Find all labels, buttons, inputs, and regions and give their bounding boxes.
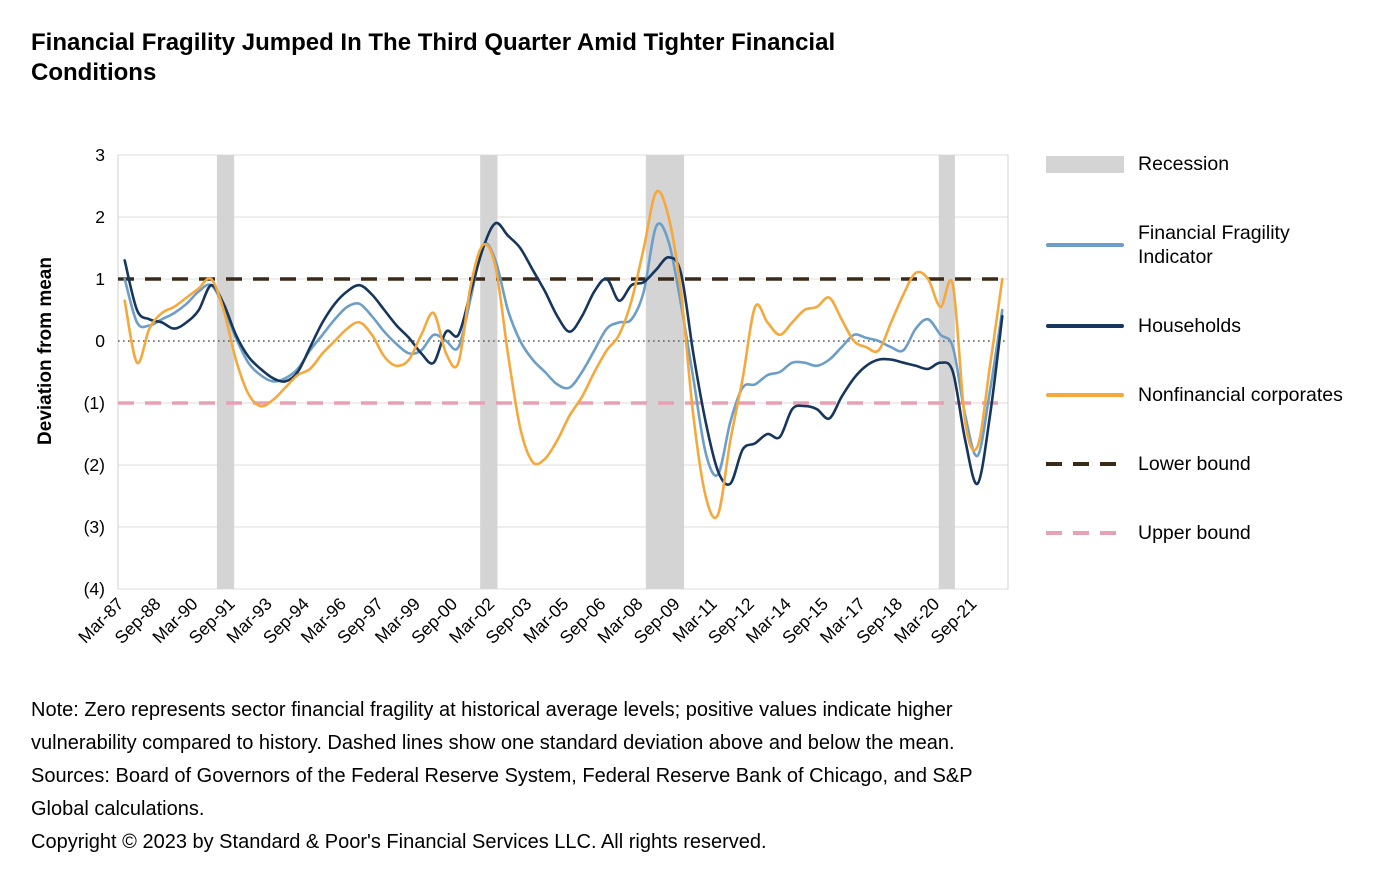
legend-label: Upper bound: [1138, 522, 1251, 544]
chart-title-line1: Financial Fragility Jumped In The Third …: [31, 29, 836, 57]
x-axis-labels: Mar-87Sep-88Mar-90Sep-91Mar-93Sep-94Mar-…: [74, 594, 980, 648]
nonfinancial-corporates-swatch: [1046, 393, 1124, 397]
legend-label: Households: [1138, 315, 1241, 337]
gridlines: [117, 154, 1009, 590]
y-tick-label: (2): [84, 455, 105, 475]
series-line-financial-fragility-indicator: [123, 222, 1004, 477]
recession-band: [938, 155, 955, 589]
legend-item-lower-bound: Lower bound: [1046, 452, 1366, 476]
fragility-line-chart: 3 2 1 0 (1) (2) (3) (4)Mar-87Sep-88Mar-90Sep-91…: [74, 145, 1009, 648]
upper-bound-swatch: [1046, 531, 1124, 535]
note-line: Sources: Board of Governors of the Feder…: [31, 765, 973, 787]
lower-bound-swatch: [1046, 462, 1124, 466]
chart-title: Financial Fragility Jumped In The Third …: [31, 28, 835, 88]
chart-legend: Recession Financial Fragility Indicator Ho…: [1046, 152, 1366, 545]
legend-item-recession: Recession: [1046, 152, 1366, 176]
legend-item-financial-fragility-indicator: Financial Fragility Indicator: [1046, 221, 1366, 269]
legend-label: Nonfinancial corporates: [1138, 384, 1343, 406]
legend-item-nonfinancial-corporates: Nonfinancial corporates: [1046, 383, 1366, 407]
legend-label: Financial Fragility Indicator: [1138, 222, 1290, 268]
chart-title-line2: Conditions: [31, 59, 157, 87]
legend-label: Recession: [1138, 153, 1230, 175]
y-tick-label: 2: [95, 207, 105, 227]
recession-band: [216, 155, 235, 589]
y-tick-label: 3: [95, 145, 105, 165]
legend-item-households: Households: [1046, 314, 1366, 338]
y-tick-label: (4): [84, 579, 105, 599]
series-line-households: [123, 221, 1004, 486]
recession-band: [480, 155, 498, 589]
recession-band: [645, 155, 685, 589]
y-tick-label: 1: [95, 269, 105, 289]
y-tick-label: (3): [84, 517, 105, 537]
note-line: Global calculations.: [31, 798, 205, 820]
chart-notes: Note: Zero represents sector financial f…: [31, 694, 973, 859]
recession-bands: [216, 155, 955, 589]
y-tick-label: 0: [95, 331, 105, 351]
legend-item-upper-bound: Upper bound: [1046, 521, 1366, 545]
note-line: vulnerability compared to history. Dashe…: [31, 732, 955, 754]
note-line: Note: Zero represents sector financial f…: [31, 699, 953, 721]
y-axis-labels: 3 2 1 0 (1) (2) (3) (4): [84, 145, 106, 599]
households-swatch: [1046, 324, 1124, 328]
legend-label: Lower bound: [1138, 453, 1251, 475]
note-line: Copyright © 2023 by Standard & Poor's Fi…: [31, 831, 767, 853]
series-line-nonfinancial-corporates: [123, 189, 1004, 520]
recession-swatch: [1046, 155, 1124, 173]
financial-fragility-indicator-swatch: [1046, 243, 1124, 247]
y-tick-label: (1): [84, 393, 105, 413]
